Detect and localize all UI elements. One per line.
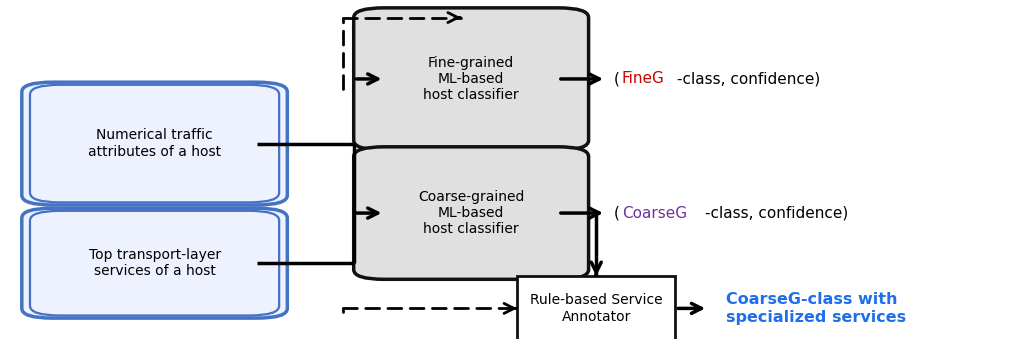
Text: CoarseG-class with
specialized services: CoarseG-class with specialized services <box>726 292 906 325</box>
Text: CoarseG: CoarseG <box>622 205 687 221</box>
FancyBboxPatch shape <box>22 208 288 318</box>
Text: Fine-grained
ML-based
host classifier: Fine-grained ML-based host classifier <box>423 56 519 102</box>
Text: -class, confidence): -class, confidence) <box>677 72 820 86</box>
Text: -class, confidence): -class, confidence) <box>706 205 849 221</box>
Text: Top transport-layer
services of a host: Top transport-layer services of a host <box>88 248 220 278</box>
FancyBboxPatch shape <box>22 82 288 205</box>
Text: (: ( <box>614 72 620 86</box>
Text: (: ( <box>614 205 620 221</box>
Text: Rule-based Service
Annotator: Rule-based Service Annotator <box>530 293 663 323</box>
Text: Coarse-grained
ML-based
host classifier: Coarse-grained ML-based host classifier <box>418 190 524 236</box>
Text: FineG: FineG <box>622 72 665 86</box>
FancyBboxPatch shape <box>353 8 589 150</box>
FancyBboxPatch shape <box>353 147 589 279</box>
Text: Numerical traffic
attributes of a host: Numerical traffic attributes of a host <box>88 128 221 159</box>
Bar <box>517 276 676 339</box>
